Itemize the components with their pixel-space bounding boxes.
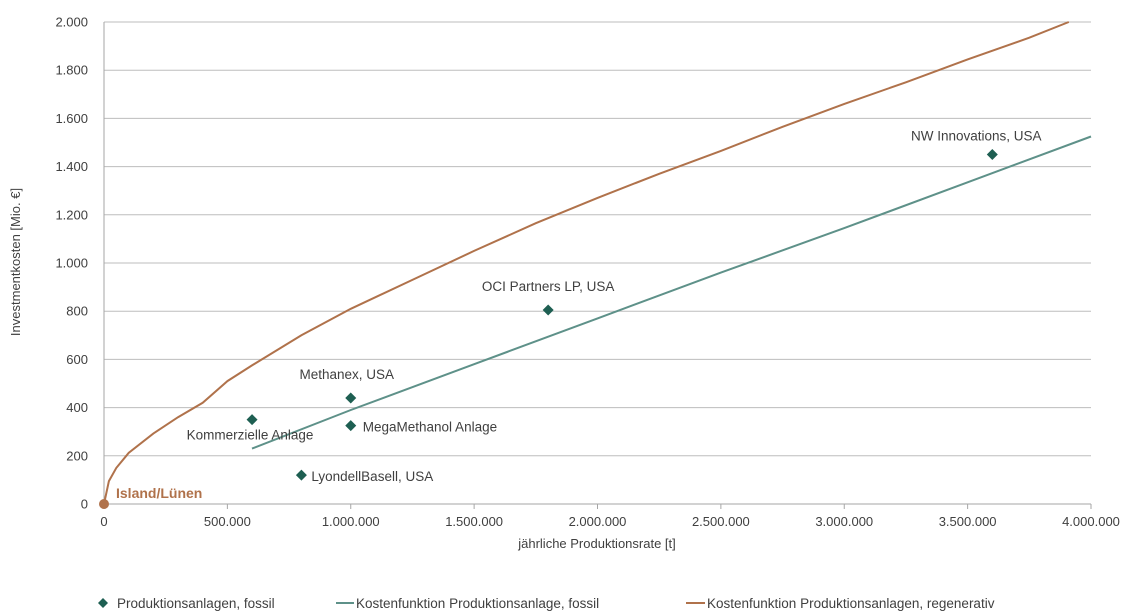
cost-line-fossil xyxy=(251,135,1092,450)
y-tick-label: 600 xyxy=(66,352,88,367)
point-labels: Kommerzielle Anlage Methanex, USA MegaMeth… xyxy=(187,129,1042,485)
annotations: Island/Lünen xyxy=(99,485,202,509)
x-tick-label: 3.500.000 xyxy=(939,514,997,529)
y-tick-label: 1.200 xyxy=(55,207,88,222)
legend: Produktionsanlagen, fossil Kostenfunktio… xyxy=(98,596,995,611)
x-axis-title: jährliche Produktionsrate [t] xyxy=(517,536,676,551)
x-tick-label: 0 xyxy=(100,514,107,529)
y-tick-label: 1.000 xyxy=(55,256,88,271)
x-tick-label: 2.000.000 xyxy=(569,514,627,529)
x-tick-label: 500.000 xyxy=(204,514,251,529)
data-point-diamond xyxy=(986,149,998,161)
data-point-label: OCI Partners LP, USA xyxy=(482,279,615,294)
legend-label: Kostenfunktion Produktionsanlage, fossil xyxy=(356,596,599,611)
data-point-label: Methanex, USA xyxy=(299,367,394,382)
y-tick-labels: 0 200 400 600 800 1.000 1.200 1.400 1.600 1.800 2.… xyxy=(55,15,88,512)
legend-marker-diamond xyxy=(98,598,108,608)
data-point-label: Kommerzielle Anlage xyxy=(187,428,314,443)
data-point-diamond xyxy=(246,414,258,426)
data-point-label: LyondellBasell, USA xyxy=(311,469,433,484)
x-tick-label: 3.000.000 xyxy=(815,514,873,529)
series-points xyxy=(246,149,998,481)
x-tick-label: 4.000.000 xyxy=(1062,514,1120,529)
gridlines xyxy=(104,21,1091,457)
legend-label: Kostenfunktion Produktionsanlagen, regen… xyxy=(707,596,995,611)
legend-item-fossil-line: Kostenfunktion Produktionsanlage, fossil xyxy=(336,596,599,611)
island-luenen-label: Island/Lünen xyxy=(116,485,202,501)
data-point-label: MegaMethanol Anlage xyxy=(363,420,497,435)
x-tick-label: 2.500.000 xyxy=(692,514,750,529)
data-point-diamond xyxy=(542,304,554,316)
y-tick-label: 800 xyxy=(66,304,88,319)
legend-label: Produktionsanlagen, fossil xyxy=(117,596,275,611)
legend-item-regenerativ-line: Kostenfunktion Produktionsanlagen, regen… xyxy=(686,596,995,611)
x-tick-label: 1.000.000 xyxy=(322,514,380,529)
data-point-diamond xyxy=(345,420,357,432)
island-luenen-point xyxy=(99,499,109,509)
data-point-label: NW Innovations, USA xyxy=(911,129,1042,144)
cost-line-regenerativ xyxy=(103,21,1070,505)
y-tick-label: 200 xyxy=(66,448,88,463)
data-point-diamond xyxy=(295,469,307,481)
y-tick-label: 400 xyxy=(66,400,88,415)
legend-item-fossil-points: Produktionsanlagen, fossil xyxy=(98,596,275,611)
x-tick-labels: 0 500.000 1.000.000 1.500.000 2.000.000 2.500… xyxy=(100,514,1120,529)
y-axis-title: Investmentkosten [Mio. €] xyxy=(8,188,23,336)
y-tick-label: 1.400 xyxy=(55,159,88,174)
y-tick-label: 2.000 xyxy=(55,15,88,30)
x-tick-label: 1.500.000 xyxy=(445,514,503,529)
y-tick-label: 1.600 xyxy=(55,111,88,126)
data-point-diamond xyxy=(345,392,357,404)
y-tick-label: 1.800 xyxy=(55,63,88,78)
series-lines xyxy=(103,21,1092,505)
y-tick-label: 0 xyxy=(81,497,88,512)
